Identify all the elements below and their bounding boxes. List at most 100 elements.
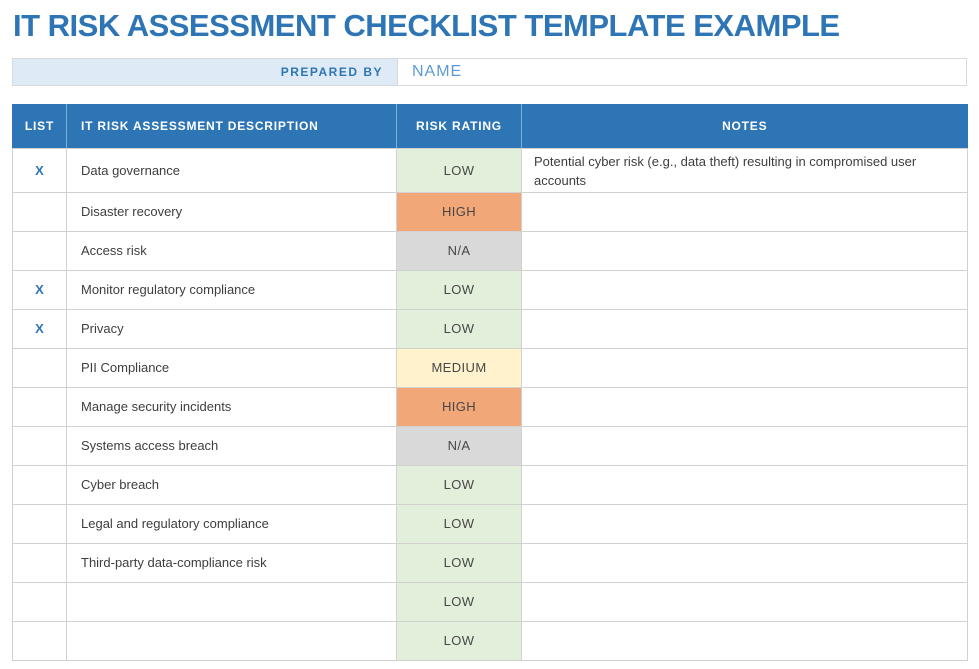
notes-cell[interactable] (521, 503, 968, 544)
list-x-mark: X (35, 321, 44, 336)
table-row: X Monitor regulatory compliance LOW (12, 269, 968, 310)
description-text: Disaster recovery (81, 204, 183, 219)
rating-cell[interactable]: HIGH (396, 191, 522, 232)
description-text: Manage security incidents (81, 399, 232, 414)
description-cell[interactable]: PII Compliance (66, 347, 397, 388)
rating-text: LOW (443, 477, 475, 492)
table-row: X Privacy LOW (12, 308, 968, 349)
description-cell[interactable]: Access risk (66, 230, 397, 271)
rating-cell[interactable]: LOW (396, 147, 522, 193)
description-text: Cyber breach (81, 477, 160, 492)
table-row: Manage security incidents HIGH (12, 386, 968, 427)
list-checkbox-cell[interactable]: X (12, 147, 67, 193)
rating-cell[interactable]: N/A (396, 230, 522, 271)
rating-cell[interactable]: LOW (396, 581, 522, 622)
prepared-by-bar: PREPARED BY NAME (12, 58, 967, 86)
table-row: Legal and regulatory compliance LOW (12, 503, 968, 544)
rating-cell[interactable]: HIGH (396, 386, 522, 427)
list-checkbox-cell[interactable] (12, 386, 67, 427)
rating-text: LOW (443, 162, 475, 178)
notes-cell[interactable] (521, 464, 968, 505)
description-text: Legal and regulatory compliance (81, 516, 269, 531)
list-checkbox-cell[interactable] (12, 191, 67, 232)
description-cell[interactable] (66, 581, 397, 622)
rating-text: N/A (447, 438, 471, 453)
description-cell[interactable]: Privacy (66, 308, 397, 349)
description-text: Systems access breach (81, 438, 219, 453)
header-notes: NOTES (521, 104, 968, 149)
notes-cell[interactable] (521, 191, 968, 232)
table-row: Disaster recovery HIGH (12, 191, 968, 232)
description-cell[interactable]: Monitor regulatory compliance (66, 269, 397, 310)
risk-table-body: X Data governance LOW Potential cyber ri… (12, 147, 968, 661)
rating-cell[interactable]: LOW (396, 503, 522, 544)
description-text: Third-party data-compliance risk (81, 555, 267, 570)
list-checkbox-cell[interactable]: X (12, 269, 67, 310)
table-row: Access risk N/A (12, 230, 968, 271)
rating-cell[interactable]: LOW (396, 464, 522, 505)
rating-cell[interactable]: LOW (396, 620, 522, 661)
list-checkbox-cell[interactable] (12, 230, 67, 271)
list-checkbox-cell[interactable] (12, 347, 67, 388)
header-list: LIST (12, 104, 67, 149)
notes-cell[interactable] (521, 386, 968, 427)
rating-text: LOW (443, 516, 475, 531)
table-row: LOW (12, 581, 968, 622)
rating-cell[interactable]: MEDIUM (396, 347, 522, 388)
table-row: PII Compliance MEDIUM (12, 347, 968, 388)
list-x-mark: X (35, 282, 44, 297)
description-cell[interactable]: Disaster recovery (66, 191, 397, 232)
risk-assessment-table: LIST IT RISK ASSESSMENT DESCRIPTION RISK… (12, 104, 968, 661)
list-checkbox-cell[interactable] (12, 542, 67, 583)
list-x-mark: X (35, 162, 44, 178)
notes-cell[interactable] (521, 581, 968, 622)
list-checkbox-cell[interactable] (12, 425, 67, 466)
description-text: Privacy (81, 321, 124, 336)
header-description: IT RISK ASSESSMENT DESCRIPTION (66, 104, 397, 149)
rating-cell[interactable]: LOW (396, 542, 522, 583)
description-cell[interactable]: Manage security incidents (66, 386, 397, 427)
rating-text: LOW (443, 555, 475, 570)
table-row: LOW (12, 620, 968, 661)
notes-cell[interactable] (521, 620, 968, 661)
rating-text: HIGH (441, 399, 477, 414)
rating-cell[interactable]: LOW (396, 269, 522, 310)
notes-cell[interactable] (521, 425, 968, 466)
table-row: Cyber breach LOW (12, 464, 968, 505)
rating-cell[interactable]: N/A (396, 425, 522, 466)
table-header: LIST IT RISK ASSESSMENT DESCRIPTION RISK… (12, 104, 968, 149)
header-risk-rating: RISK RATING (396, 104, 522, 149)
rating-text: LOW (443, 594, 475, 609)
notes-cell[interactable] (521, 269, 968, 310)
description-cell[interactable]: Legal and regulatory compliance (66, 503, 397, 544)
rating-text: LOW (443, 633, 475, 648)
list-checkbox-cell[interactable] (12, 464, 67, 505)
list-checkbox-cell[interactable] (12, 620, 67, 661)
notes-cell[interactable]: Potential cyber risk (e.g., data theft) … (521, 147, 968, 193)
description-cell[interactable]: Systems access breach (66, 425, 397, 466)
list-checkbox-cell[interactable] (12, 503, 67, 544)
list-checkbox-cell[interactable] (12, 581, 67, 622)
notes-text: Potential cyber risk (e.g., data theft) … (534, 153, 917, 188)
notes-cell[interactable] (521, 230, 968, 271)
description-cell[interactable]: Third-party data-compliance risk (66, 542, 397, 583)
description-text: Data governance (81, 162, 181, 178)
prepared-by-label: PREPARED BY (13, 59, 397, 85)
page-title: IT RISK ASSESSMENT CHECKLIST TEMPLATE EX… (13, 8, 840, 43)
description-cell[interactable]: Cyber breach (66, 464, 397, 505)
rating-text: N/A (447, 243, 471, 258)
description-cell[interactable]: Data governance (66, 147, 397, 193)
prepared-by-field[interactable]: NAME (397, 59, 966, 85)
notes-cell[interactable] (521, 347, 968, 388)
description-cell[interactable] (66, 620, 397, 661)
description-text: Monitor regulatory compliance (81, 282, 256, 297)
table-row: Third-party data-compliance risk LOW (12, 542, 968, 583)
list-checkbox-cell[interactable]: X (12, 308, 67, 349)
rating-cell[interactable]: LOW (396, 308, 522, 349)
rating-text: LOW (443, 282, 475, 297)
rating-text: MEDIUM (431, 360, 487, 375)
table-row: X Data governance LOW Potential cyber ri… (12, 147, 968, 193)
description-text: PII Compliance (81, 360, 170, 375)
notes-cell[interactable] (521, 542, 968, 583)
notes-cell[interactable] (521, 308, 968, 349)
